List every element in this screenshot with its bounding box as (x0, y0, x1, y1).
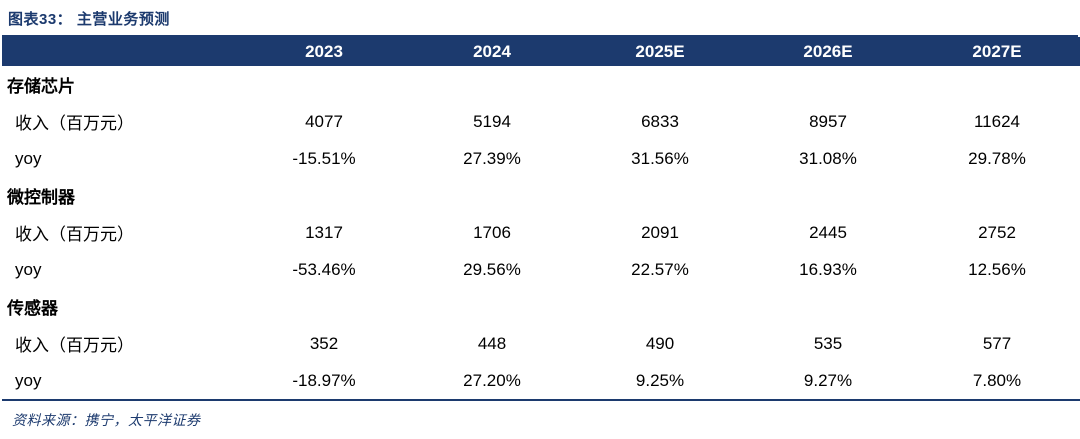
figure-caption-row: 图表33： 主营业务预测 (2, 6, 1078, 37)
table-row: yoy -18.97% 27.20% 9.25% 9.27% 7.80% (2, 362, 1080, 400)
table-header-row: 2023 2024 2025E 2026E 2027E (2, 37, 1080, 66)
column-header-2027e: 2027E (912, 37, 1080, 66)
column-header-2026e: 2026E (744, 37, 912, 66)
section-row: 微控制器 (2, 177, 1080, 214)
row-label-revenue: 收入（百万元） (15, 336, 134, 355)
row-label-yoy: yoy (15, 259, 42, 279)
source-note: 资料来源：携宁，太平洋证券 (12, 414, 201, 429)
table-row: 收入（百万元） 352 448 490 535 577 (2, 325, 1080, 362)
column-header-blank (2, 37, 240, 66)
value-cell: 31.08% (799, 148, 857, 168)
value-cell: 27.20% (463, 370, 521, 390)
table-row: yoy -53.46% 29.56% 22.57% 16.93% 12.56% (2, 251, 1080, 288)
value-cell: 448 (477, 333, 507, 353)
table-row: 收入（百万元） 4077 5194 6833 8957 11624 (2, 103, 1080, 140)
row-label-revenue: 收入（百万元） (15, 225, 134, 244)
value-cell: 1317 (305, 222, 343, 242)
section-row: 传感器 (2, 288, 1080, 325)
value-cell: 1706 (473, 222, 511, 242)
value-cell: 27.39% (463, 148, 521, 168)
value-cell: 2752 (978, 222, 1016, 242)
value-cell: 8957 (809, 111, 847, 131)
value-cell: 11624 (973, 111, 1020, 131)
column-header-2023: 2023 (240, 37, 408, 66)
value-cell: 352 (309, 333, 339, 353)
column-header-2024: 2024 (408, 37, 576, 66)
row-label-yoy: yoy (15, 148, 42, 168)
row-label-revenue: 收入（百万元） (15, 114, 134, 133)
value-cell: 577 (982, 333, 1012, 353)
column-header-2025e: 2025E (576, 37, 744, 66)
value-cell: 535 (813, 333, 843, 353)
value-cell: 2091 (641, 222, 679, 242)
forecast-table: 2023 2024 2025E 2026E 2027E 存储芯片 收入（百万元）… (2, 37, 1080, 401)
value-cell: 7.80% (972, 370, 1022, 390)
section-row: 存储芯片 (2, 66, 1080, 103)
value-cell: 490 (645, 333, 675, 353)
value-cell: 4077 (305, 111, 343, 131)
section-name-mcu: 微控制器 (7, 188, 75, 207)
value-cell: 2445 (809, 222, 847, 242)
value-cell: 12.56% (968, 259, 1026, 279)
source-note-row: 资料来源：携宁，太平洋证券 (2, 410, 1078, 430)
value-cell: 6833 (641, 111, 679, 131)
value-cell: -18.97% (292, 370, 356, 390)
table-row: 收入（百万元） 1317 1706 2091 2445 2752 (2, 214, 1080, 251)
section-name-sensor: 传感器 (7, 299, 58, 318)
value-cell: 29.78% (968, 148, 1026, 168)
value-cell: 22.57% (631, 259, 689, 279)
value-cell: 9.25% (635, 370, 685, 390)
row-label-yoy: yoy (15, 370, 42, 390)
value-cell: 5194 (473, 111, 511, 131)
value-cell: -53.46% (292, 259, 356, 279)
value-cell: 16.93% (799, 259, 857, 279)
value-cell: 29.56% (463, 259, 521, 279)
figure-caption: 图表33： 主营业务预测 (8, 11, 170, 28)
value-cell: -15.51% (292, 148, 356, 168)
section-name-storage: 存储芯片 (7, 77, 75, 96)
table-row: yoy -15.51% 27.39% 31.56% 31.08% 29.78% (2, 140, 1080, 177)
value-cell: 9.27% (803, 370, 853, 390)
value-cell: 31.56% (631, 148, 689, 168)
